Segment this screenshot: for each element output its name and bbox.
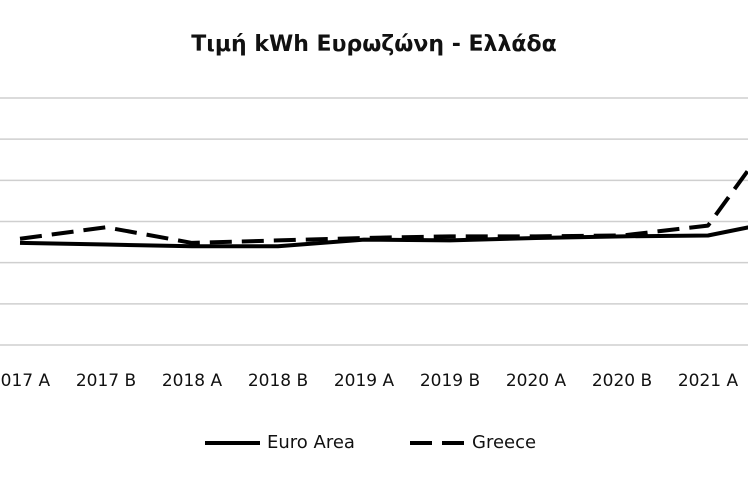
legend-label: Greece <box>472 432 536 453</box>
x-tick-label: 2020 B <box>592 371 652 391</box>
legend-label: Euro Area <box>267 432 355 453</box>
data-line <box>19 167 748 245</box>
x-tick-label: 2018 A <box>162 371 223 391</box>
x-tick-label: 2019 A <box>334 371 395 391</box>
x-tick-label: 2017 A <box>0 371 51 391</box>
x-tick-label: 2020 A <box>506 371 567 391</box>
x-tick-label: 2018 B <box>248 371 308 391</box>
data-line <box>19 225 748 249</box>
x-tick-label: 2017 B <box>76 371 136 391</box>
chart-title: Τιμή kWh Ευρωζώνη - Ελλάδα <box>191 32 557 57</box>
x-tick-label: 2021 A <box>678 371 739 391</box>
x-tick-label: 2019 B <box>420 371 480 391</box>
